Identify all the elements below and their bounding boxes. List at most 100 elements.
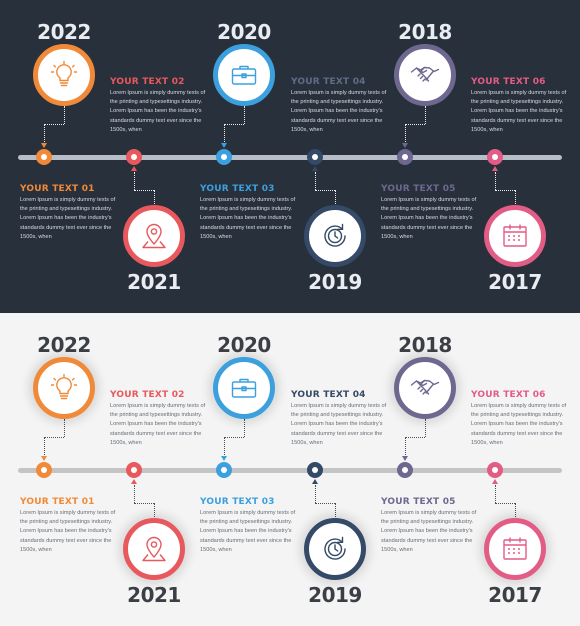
milestone-5-title: YOUR TEXT 05 — [381, 497, 456, 507]
milestone-2-title: YOUR TEXT 02 — [110, 390, 185, 400]
milestone-6-node[interactable] — [487, 149, 503, 165]
milestone-6-arrow-icon — [491, 166, 498, 171]
milestone-2-node[interactable] — [126, 462, 142, 478]
milestone-3-connector-v2 — [224, 437, 225, 455]
milestone-2-connector-v1 — [134, 172, 135, 190]
milestone-6-year: 2017 — [488, 270, 542, 294]
milestone-6-title: YOUR TEXT 06 — [471, 77, 546, 87]
milestone-4-body: Lorem Ipsum is simply dummy texts of the… — [291, 90, 387, 133]
milestone-3-title: YOUR TEXT 03 — [200, 497, 275, 507]
milestone-2-year: 2021 — [127, 270, 181, 294]
milestone-1-year: 2022 — [37, 333, 91, 357]
milestone-6-circle[interactable] — [484, 518, 546, 580]
milestone-1-node[interactable] — [36, 149, 52, 165]
milestone-1-connector-v2 — [44, 124, 45, 142]
milestone-2-connector-v2 — [154, 503, 155, 519]
milestone-2-body: Lorem Ipsum is simply dummy texts of the… — [110, 403, 206, 446]
milestone-5-node[interactable] — [397, 149, 413, 165]
milestone-4-arrow-icon — [311, 479, 318, 484]
milestone-1-circle[interactable] — [33, 44, 95, 106]
milestone-5-connector-h — [405, 124, 425, 125]
milestone-1-body: Lorem Ipsum is simply dummy texts of the… — [20, 197, 116, 240]
milestone-1-arrow-icon — [40, 456, 47, 461]
milestone-4-title: YOUR TEXT 04 — [291, 390, 366, 400]
milestone-5-connector-v2 — [405, 124, 406, 142]
milestone-3-circle[interactable] — [213, 44, 275, 106]
milestone-5-arrow-icon — [401, 143, 408, 148]
map-pin-icon — [139, 221, 169, 251]
milestone-1-connector-v2 — [44, 437, 45, 455]
milestone-5-circle[interactable] — [394, 44, 456, 106]
milestone-4-circle[interactable] — [304, 205, 366, 267]
milestone-2-connector-h — [134, 190, 154, 191]
milestone-5-node[interactable] — [397, 462, 413, 478]
milestone-3-body: Lorem Ipsum is simply dummy texts of the… — [200, 510, 296, 553]
milestone-3-connector-v1 — [244, 106, 245, 124]
milestone-5-connector-h — [405, 437, 425, 438]
milestone-3-arrow-icon — [220, 143, 227, 148]
milestone-2-circle[interactable] — [123, 518, 185, 580]
milestone-1-title: YOUR TEXT 01 — [20, 184, 95, 194]
milestone-6-circle[interactable] — [484, 205, 546, 267]
milestone-6-connector-v2 — [515, 190, 516, 206]
milestone-2-year: 2021 — [127, 583, 181, 607]
milestone-6-connector-h — [495, 190, 515, 191]
milestone-2-node[interactable] — [126, 149, 142, 165]
clock-refresh-icon — [320, 534, 350, 564]
milestone-4-node[interactable] — [307, 149, 323, 165]
milestone-6-node[interactable] — [487, 462, 503, 478]
milestone-3-connector-h — [224, 124, 244, 125]
milestone-5-year: 2018 — [398, 333, 452, 357]
milestone-5-circle[interactable] — [394, 357, 456, 419]
milestone-6-body: Lorem Ipsum is simply dummy texts of the… — [471, 90, 567, 133]
milestone-4-year: 2019 — [308, 270, 362, 294]
milestone-1-connector-v1 — [64, 106, 65, 124]
milestone-4-body: Lorem Ipsum is simply dummy texts of the… — [291, 403, 387, 446]
timeline-line — [18, 154, 562, 160]
milestone-3-body: Lorem Ipsum is simply dummy texts of the… — [200, 197, 296, 240]
milestone-6-connector-h — [495, 503, 515, 504]
milestone-2-body: Lorem Ipsum is simply dummy texts of the… — [110, 90, 206, 133]
milestone-3-circle[interactable] — [213, 357, 275, 419]
milestone-5-arrow-icon — [401, 456, 408, 461]
milestone-3-node[interactable] — [216, 462, 232, 478]
milestone-3-connector-h — [224, 437, 244, 438]
milestone-4-circle[interactable] — [304, 518, 366, 580]
milestone-4-connector-h — [315, 503, 335, 504]
milestone-4-connector-v1 — [315, 485, 316, 503]
milestone-4-arrow-icon — [311, 166, 318, 171]
milestone-4-connector-v2 — [335, 190, 336, 206]
calendar-icon — [500, 534, 530, 564]
milestone-2-circle[interactable] — [123, 205, 185, 267]
timeline-panel-dark: 2022 YOUR TEXT 01 Lorem Ipsum is simply du… — [0, 0, 580, 313]
briefcase-icon — [229, 373, 259, 403]
milestone-4-year: 2019 — [308, 583, 362, 607]
calendar-icon — [500, 221, 530, 251]
milestone-2-connector-v2 — [154, 190, 155, 206]
milestone-3-year: 2020 — [217, 20, 271, 44]
lightbulb-icon — [49, 373, 79, 403]
milestone-1-circle[interactable] — [33, 357, 95, 419]
milestone-3-arrow-icon — [220, 456, 227, 461]
milestone-5-body: Lorem Ipsum is simply dummy texts of the… — [381, 197, 477, 240]
lightbulb-icon — [49, 60, 79, 90]
milestone-3-year: 2020 — [217, 333, 271, 357]
milestone-1-body: Lorem Ipsum is simply dummy texts of the… — [20, 510, 116, 553]
milestone-2-arrow-icon — [130, 479, 137, 484]
milestone-2-arrow-icon — [130, 166, 137, 171]
milestone-1-connector-v1 — [64, 419, 65, 437]
milestone-1-connector-h — [44, 437, 64, 438]
milestone-5-connector-v1 — [425, 106, 426, 124]
milestone-3-node[interactable] — [216, 149, 232, 165]
handshake-icon — [410, 373, 440, 403]
milestone-5-connector-v1 — [425, 419, 426, 437]
clock-refresh-icon — [320, 221, 350, 251]
milestone-1-arrow-icon — [40, 143, 47, 148]
handshake-icon — [410, 60, 440, 90]
milestone-4-node[interactable] — [307, 462, 323, 478]
milestone-5-body: Lorem Ipsum is simply dummy texts of the… — [381, 510, 477, 553]
milestone-4-connector-h — [315, 190, 335, 191]
milestone-6-connector-v1 — [495, 485, 496, 503]
milestone-1-node[interactable] — [36, 462, 52, 478]
briefcase-icon — [229, 60, 259, 90]
